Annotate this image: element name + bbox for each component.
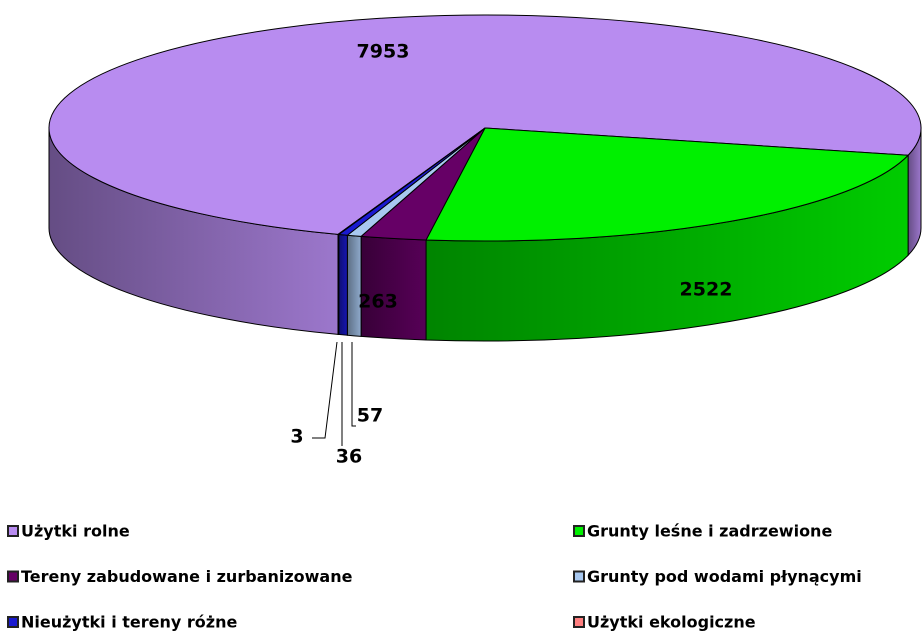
- legend-swatch: [575, 527, 583, 535]
- slice-top: [48, 14, 922, 235]
- legend-swatch: [9, 527, 17, 535]
- slice-top: [336, 127, 486, 235]
- slice-side: [346, 234, 362, 337]
- legend-label: Grunty leśne i zadrzewione: [587, 522, 832, 541]
- legend-label: Tereny zabudowane i zurbanizowane: [21, 567, 353, 586]
- value-label: 263: [358, 291, 398, 313]
- value-label: 7953: [357, 41, 410, 63]
- slice-side: [337, 233, 340, 336]
- legend-label: Użytki ekologiczne: [587, 613, 756, 632]
- legend-label: Grunty pod wodami płynącymi: [587, 567, 862, 586]
- slice-side: [338, 233, 348, 336]
- leader-line: [351, 342, 356, 427]
- slice-top: [425, 127, 910, 242]
- legend-swatch: [575, 572, 583, 581]
- value-label: 3: [290, 426, 303, 448]
- legend-swatch: [575, 618, 583, 626]
- legend-swatch: [9, 572, 17, 581]
- value-label: 36: [336, 446, 362, 468]
- legend-label: Nieużytki i tereny różne: [21, 613, 237, 632]
- leader-line: [312, 341, 338, 439]
- value-label: 57: [357, 405, 383, 427]
- legend-swatch: [9, 618, 17, 626]
- value-label: 2522: [680, 279, 733, 301]
- slice-side: [360, 235, 427, 341]
- legend-label: Użytki rolne: [21, 522, 130, 541]
